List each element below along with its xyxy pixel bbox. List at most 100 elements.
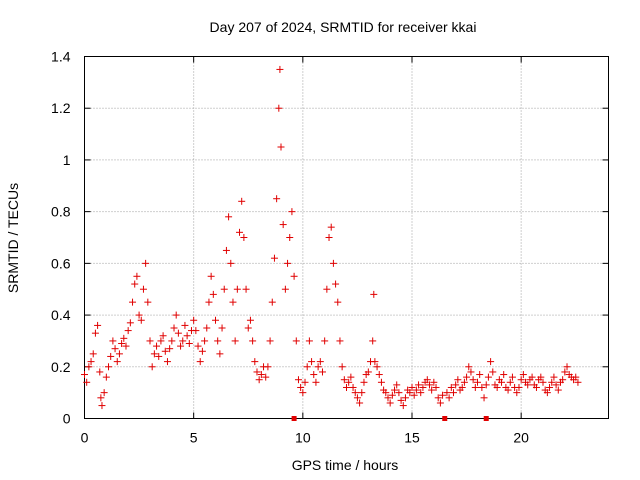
- data-point: [203, 324, 211, 332]
- data-point: [543, 389, 551, 397]
- data-point: [386, 399, 394, 407]
- data-point: [572, 373, 580, 381]
- data-point: [332, 280, 340, 288]
- y-tick-label: 0: [63, 411, 71, 427]
- data-point: [205, 298, 213, 306]
- data-point: [236, 228, 244, 236]
- data-point: [513, 389, 521, 397]
- y-axis-ticks: 0 0.2 0.4 0.6 0.8 1 1.2 1.4: [51, 49, 609, 427]
- data-point: [401, 394, 409, 402]
- data-point: [447, 383, 455, 391]
- data-point: [150, 350, 158, 358]
- data-point: [275, 104, 283, 112]
- data-point: [327, 223, 335, 231]
- data-point: [218, 324, 226, 332]
- data-point: [284, 259, 292, 267]
- data-point: [153, 342, 161, 350]
- data-point: [345, 378, 353, 386]
- data-point: [233, 285, 241, 293]
- data-point: [356, 399, 364, 407]
- y-tick-label: 1.4: [51, 49, 71, 65]
- data-point: [508, 373, 516, 381]
- data-point: [445, 394, 453, 402]
- data-point: [163, 358, 171, 366]
- data-point: [85, 363, 93, 371]
- data-point: [281, 285, 289, 293]
- data-point: [179, 337, 187, 345]
- data-point: [321, 337, 329, 345]
- data-point: [137, 316, 145, 324]
- data-point: [318, 368, 326, 376]
- data-point: [301, 378, 309, 386]
- y-tick-label: 0.8: [51, 204, 71, 220]
- data-point: [157, 337, 165, 345]
- data-point: [399, 402, 407, 410]
- data-point: [166, 345, 174, 353]
- plot-frame: [84, 56, 609, 419]
- data-point: [474, 378, 481, 386]
- data-point: [246, 316, 254, 324]
- data-point: [303, 363, 311, 371]
- data-point: [294, 376, 302, 384]
- data-point: [249, 337, 257, 345]
- data-point: [109, 337, 117, 345]
- y-tick-label: 1: [63, 152, 71, 168]
- data-point: [432, 383, 440, 391]
- data-point: [370, 290, 378, 298]
- data-point: [297, 383, 305, 391]
- data-point: [460, 378, 468, 386]
- data-point: [465, 363, 473, 371]
- data-point: [242, 285, 250, 293]
- data-point: [159, 332, 167, 340]
- data-point: [524, 381, 532, 389]
- data-point: [83, 378, 91, 386]
- gap-marker: [483, 416, 489, 421]
- data-point: [430, 378, 438, 386]
- data-point: [325, 234, 333, 241]
- data-point: [353, 394, 361, 402]
- data-point: [552, 381, 560, 389]
- data-point: [375, 371, 383, 379]
- data-point: [377, 378, 385, 386]
- data-point: [561, 368, 569, 376]
- x-tick-label: 10: [295, 430, 311, 446]
- data-point: [220, 285, 228, 293]
- data-point: [349, 383, 357, 391]
- data-point: [506, 378, 514, 386]
- data-point: [212, 316, 219, 324]
- data-point: [517, 376, 525, 384]
- data-point: [574, 378, 582, 386]
- data-point: [115, 350, 123, 358]
- data-point: [312, 378, 320, 386]
- data-point: [113, 358, 121, 366]
- data-point: [406, 389, 414, 397]
- data-point: [268, 298, 276, 306]
- data-point: [89, 350, 97, 358]
- data-point: [201, 337, 209, 345]
- data-point: [225, 213, 233, 221]
- data-point: [161, 347, 169, 355]
- data-point: [537, 373, 545, 381]
- gap-marker: [442, 416, 448, 421]
- data-point: [482, 381, 490, 389]
- data-point: [449, 389, 457, 397]
- data-point: [144, 298, 152, 306]
- data-point: [120, 334, 128, 342]
- x-axis-ticks: 0 5 10 15 20: [81, 56, 529, 446]
- data-point: [102, 373, 110, 381]
- data-point: [96, 368, 104, 376]
- data-point: [174, 329, 182, 337]
- data-point: [546, 383, 554, 391]
- data-point: [443, 389, 451, 397]
- data-point: [227, 259, 235, 267]
- data-point: [185, 340, 193, 348]
- data-point: [299, 389, 307, 397]
- data-point: [340, 376, 348, 384]
- data-point: [559, 376, 567, 384]
- data-point: [412, 386, 420, 394]
- x-tick-label: 15: [404, 430, 420, 446]
- data-point: [107, 352, 115, 360]
- y-tick-label: 0.6: [51, 255, 71, 271]
- data-point: [192, 327, 200, 335]
- data-point: [135, 311, 143, 319]
